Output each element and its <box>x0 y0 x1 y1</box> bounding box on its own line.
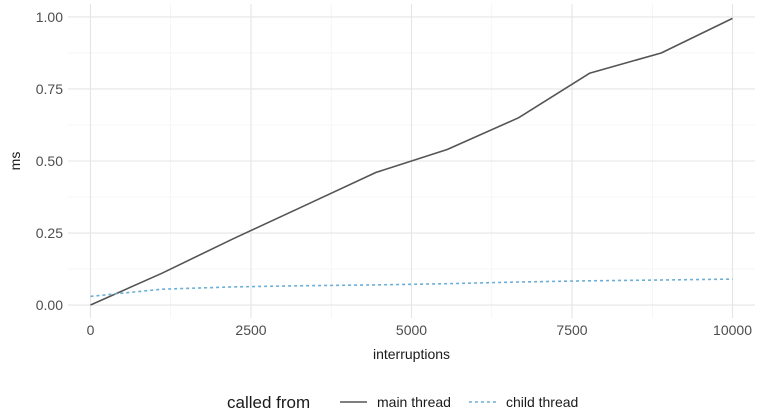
grid-lines <box>68 4 755 318</box>
x-tick-label: 0 <box>87 322 95 338</box>
data-series <box>90 17 733 306</box>
axis-tick-labels: 0 2500 5000 7500 10000 0.00 0.25 0.50 0.75 1.00 <box>36 9 752 338</box>
series-line-child-thread <box>90 278 733 298</box>
x-axis-title: interruptions <box>373 346 450 362</box>
legend-label: main thread <box>377 394 451 410</box>
x-tick-label: 2500 <box>235 322 266 338</box>
x-tick-label: 7500 <box>556 322 587 338</box>
legend-title: called from <box>227 393 310 412</box>
x-tick-label: 10000 <box>713 322 752 338</box>
y-tick-label: 0.50 <box>36 153 63 169</box>
y-axis-title: ms <box>7 152 23 171</box>
legend-label: child thread <box>506 394 578 410</box>
series-line-main-thread <box>90 17 733 306</box>
legend: called from main thread child thread <box>227 393 578 412</box>
y-tick-label: 0.25 <box>36 225 63 241</box>
y-tick-label: 0.75 <box>36 81 63 97</box>
x-tick-label: 5000 <box>396 322 427 338</box>
y-tick-label: 0.00 <box>36 297 63 313</box>
y-tick-label: 1.00 <box>36 9 63 25</box>
